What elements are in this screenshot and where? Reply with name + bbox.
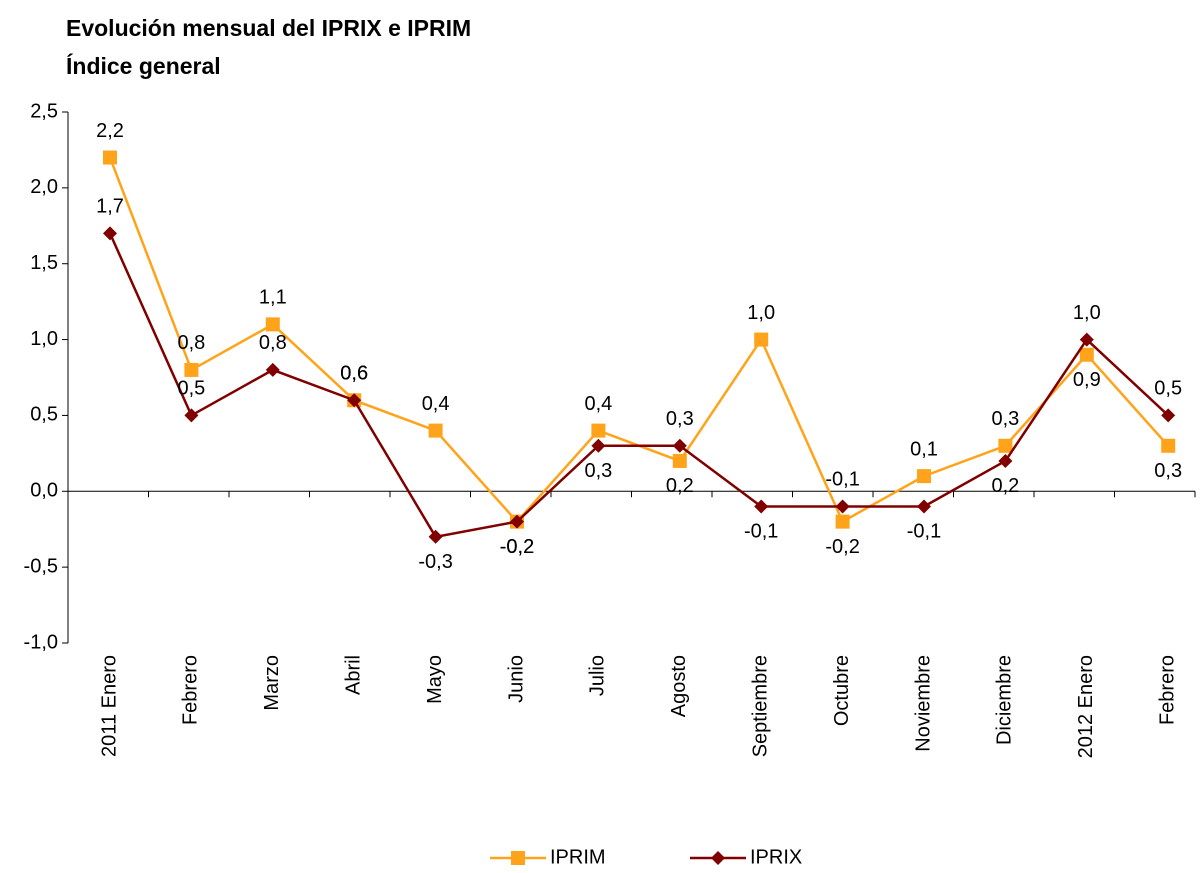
marker xyxy=(998,453,1013,468)
x-tick-label: Abril xyxy=(342,655,364,695)
data-label: 0,3 xyxy=(666,408,694,430)
marker xyxy=(917,469,931,484)
data-label: 0,5 xyxy=(1154,378,1182,400)
legend-label: IPRIX xyxy=(750,846,802,868)
marker xyxy=(428,529,443,544)
data-label: 1,0 xyxy=(1073,302,1101,324)
y-tick-label: 0,5 xyxy=(30,404,58,426)
marker xyxy=(265,317,280,332)
data-label: 0,3 xyxy=(991,408,1019,430)
data-label: 0,3 xyxy=(584,460,612,482)
data-label: 1,1 xyxy=(259,287,287,309)
x-tick-label: Febrero xyxy=(1156,655,1178,725)
x-tick-label: Octubre xyxy=(831,655,853,726)
chart-subtitle: Índice general xyxy=(66,52,221,79)
marker xyxy=(265,362,280,377)
marker xyxy=(184,408,199,423)
marker xyxy=(835,499,850,514)
x-tick-label: Junio xyxy=(505,655,527,703)
marker xyxy=(917,499,931,514)
data-label: -0,1 xyxy=(907,521,941,543)
marker xyxy=(672,438,687,453)
marker xyxy=(184,362,199,377)
data-label: -0,1 xyxy=(825,469,859,491)
y-tick-label: 1,5 xyxy=(30,252,58,274)
marker xyxy=(591,423,606,438)
series-line xyxy=(108,232,1170,539)
data-label: 0,2 xyxy=(666,475,694,497)
data-label: 1,0 xyxy=(747,302,775,324)
x-tick-label: Septiembre xyxy=(749,655,771,757)
marker xyxy=(103,150,117,165)
data-label: 0,6 xyxy=(340,363,368,385)
x-tick-label: Marzo xyxy=(261,655,283,711)
x-tick-label: Julio xyxy=(587,655,609,696)
marker xyxy=(428,423,443,438)
data-label: 0,4 xyxy=(422,393,450,415)
x-tick-label: Febrero xyxy=(180,655,202,725)
legend-label: IPRIM xyxy=(550,846,606,868)
marker xyxy=(672,453,687,468)
y-tick-label: 1,0 xyxy=(30,328,58,350)
marker xyxy=(754,332,769,347)
y-tick-label: 0,0 xyxy=(30,480,58,502)
data-label: 0,6 xyxy=(340,363,368,385)
x-tick-label: Mayo xyxy=(424,655,446,704)
y-tick-label: 2,5 xyxy=(30,100,58,122)
data-label: 0,8 xyxy=(259,332,287,354)
marker xyxy=(1161,408,1176,423)
data-label: 0,5 xyxy=(177,378,205,400)
marker xyxy=(835,514,850,529)
data-label: 2,2 xyxy=(96,120,124,142)
marker xyxy=(103,226,117,241)
marker xyxy=(1079,347,1094,362)
y-tick-label: -0,5 xyxy=(24,555,58,577)
y-tick-label: 2,0 xyxy=(30,176,58,198)
x-tick-label: Noviembre xyxy=(912,655,934,752)
data-label: -0,2 xyxy=(500,536,534,558)
marker xyxy=(1079,332,1094,347)
data-label: 0,3 xyxy=(1154,460,1182,482)
data-label: -0,2 xyxy=(825,536,859,558)
x-tick-label: Diciembre xyxy=(994,655,1016,745)
marker xyxy=(347,393,362,408)
data-label: 0,2 xyxy=(991,475,1019,497)
y-tick-label: -1,0 xyxy=(24,631,58,653)
data-label: 0,1 xyxy=(910,438,938,460)
data-label: 0,4 xyxy=(584,393,612,415)
x-tick-label: 2011 Enero xyxy=(98,655,120,757)
data-label: 0,9 xyxy=(1073,369,1101,391)
data-label: 0,8 xyxy=(177,332,205,354)
marker xyxy=(511,851,525,865)
marker xyxy=(998,438,1013,453)
data-label: -0,3 xyxy=(418,551,452,573)
marker xyxy=(510,514,524,529)
chart-title: Evolución mensual del IPRIX e IPRIM xyxy=(66,15,471,41)
x-tick-label: Agosto xyxy=(668,655,690,717)
data-label: 1,7 xyxy=(96,196,124,218)
x-tick-label: 2012 Enero xyxy=(1075,655,1097,758)
marker xyxy=(591,438,606,453)
data-label: -0,2 xyxy=(500,536,534,558)
marker xyxy=(754,499,769,514)
marker xyxy=(1161,438,1176,453)
data-label: -0,1 xyxy=(744,521,778,543)
marker xyxy=(711,851,725,865)
